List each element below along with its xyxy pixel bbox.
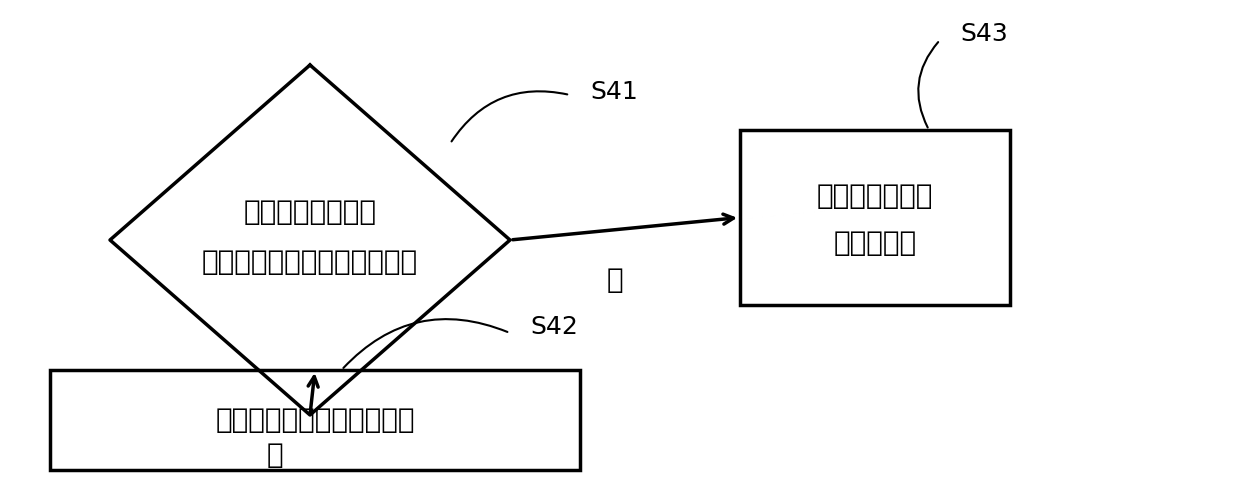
Bar: [740, 130, 1010, 305]
Text: 是: 是: [266, 441, 284, 469]
Text: 控制室内风机维: 控制室内风机维: [817, 181, 933, 210]
Text: 持当前转速: 持当前转速: [834, 229, 917, 256]
Text: 否: 否: [607, 266, 623, 294]
Text: S43: S43: [960, 22, 1007, 46]
Text: S42: S42: [530, 315, 577, 339]
Text: 控制室内风机降低当前转速: 控制室内风机降低当前转速: [216, 406, 415, 434]
Bar: [50, 370, 580, 470]
Text: 判断所述排气温度: 判断所述排气温度: [244, 198, 377, 226]
Text: 是否大于或等于预设温度阈值: 是否大于或等于预设温度阈值: [202, 248, 418, 276]
Text: S41: S41: [590, 80, 638, 104]
